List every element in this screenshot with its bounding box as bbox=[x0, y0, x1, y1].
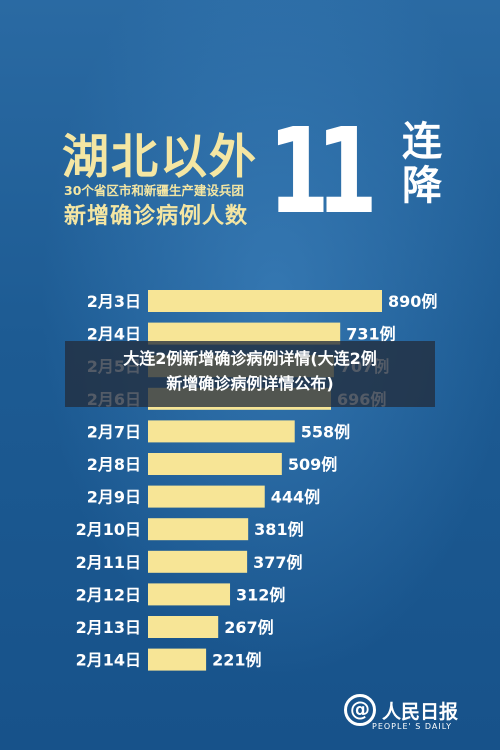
bar bbox=[148, 583, 231, 606]
headline-title: 湖北以外 bbox=[62, 130, 258, 185]
streak-text: 连降 bbox=[402, 119, 442, 209]
category-label: 2月10日 bbox=[76, 520, 141, 539]
caption-overlay bbox=[65, 341, 435, 407]
value-label: 221例 bbox=[212, 651, 261, 670]
bar bbox=[148, 290, 382, 312]
bar bbox=[148, 616, 219, 638]
brand-logo: @ 人民日报 bbox=[344, 694, 458, 726]
bar bbox=[148, 648, 207, 671]
headline-metric: 新增确诊病例人数 bbox=[64, 204, 249, 229]
headline-subtitle: 30个省区市和新疆生产建设兵团 bbox=[64, 183, 244, 198]
value-label: 312例 bbox=[236, 585, 285, 604]
category-label: 2月7日 bbox=[87, 422, 141, 441]
streak-number: 11 bbox=[268, 102, 378, 240]
category-label: 2月9日 bbox=[87, 488, 141, 507]
category-label: 2月3日 bbox=[87, 292, 141, 311]
bar bbox=[148, 453, 282, 475]
caption-text: 大连2例新增确诊病例详情(大连2例 新增确诊病例详情公布) bbox=[65, 346, 435, 396]
category-label: 2月11日 bbox=[76, 553, 141, 572]
value-label: 731例 bbox=[346, 325, 395, 344]
value-label: 890例 bbox=[388, 292, 437, 311]
bar bbox=[148, 550, 248, 573]
value-label: 509例 bbox=[288, 455, 337, 474]
value-label: 558例 bbox=[301, 422, 350, 441]
caption-line-2: 新增确诊病例详情公布) bbox=[166, 374, 334, 393]
category-label: 2月4日 bbox=[87, 325, 141, 344]
value-label: 267例 bbox=[224, 618, 273, 637]
category-label: 2月12日 bbox=[76, 585, 141, 604]
bar bbox=[148, 485, 265, 508]
value-label: 381例 bbox=[254, 520, 303, 539]
value-label: 377例 bbox=[253, 553, 302, 572]
brand-name: 人民日报 bbox=[382, 700, 459, 723]
bar bbox=[148, 518, 249, 541]
category-label: 2月8日 bbox=[87, 455, 141, 474]
at-sign-icon: @ bbox=[344, 694, 376, 726]
bar bbox=[148, 420, 295, 443]
category-label: 2月13日 bbox=[76, 618, 141, 637]
value-label: 444例 bbox=[271, 488, 320, 507]
bar bbox=[148, 322, 341, 345]
brand-english-name: PEOPLE' S DAILY bbox=[372, 722, 453, 731]
caption-line-1: 大连2例新增确诊病例详情(大连2例 bbox=[123, 349, 377, 368]
category-label: 2月14日 bbox=[76, 651, 141, 670]
